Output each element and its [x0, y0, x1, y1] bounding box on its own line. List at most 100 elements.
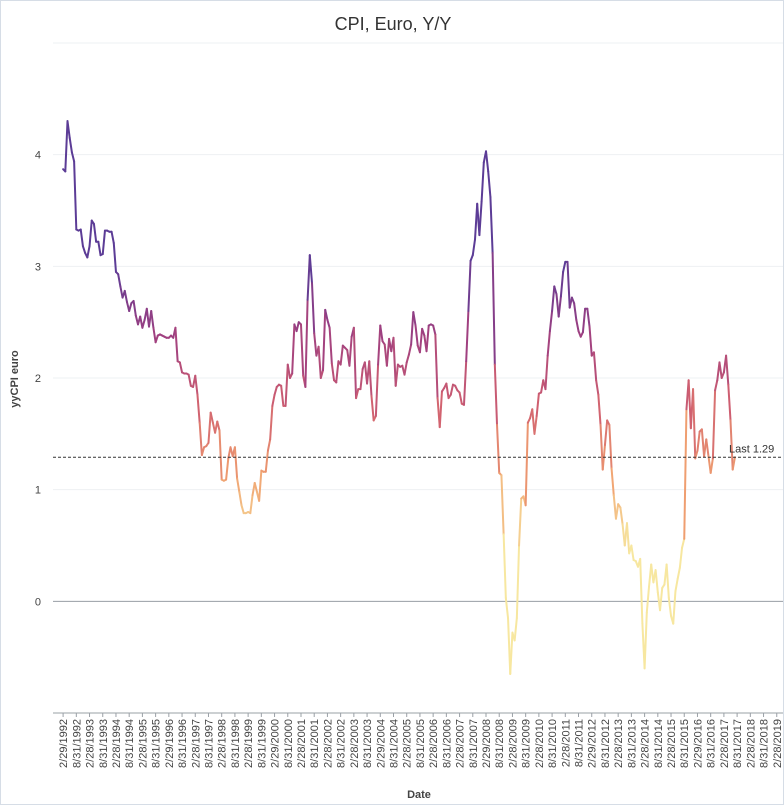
series-segment [216, 420, 221, 432]
series-segment [264, 449, 269, 473]
series-segment [654, 569, 659, 594]
x-tick-label: 2/29/2016 [692, 719, 704, 768]
series-segment [425, 324, 430, 353]
series-segment [370, 394, 375, 422]
series-segment [445, 382, 450, 400]
series-segment [469, 254, 474, 262]
series-segment [493, 363, 499, 426]
series-segment [705, 438, 710, 458]
x-tick-label: 8/31/2014 [653, 719, 665, 768]
series-segment [610, 467, 615, 497]
series-segment [678, 546, 684, 569]
x-tick-label: 8/31/2004 [388, 719, 400, 768]
series-segment [546, 330, 551, 357]
series-segment [559, 270, 565, 298]
x-tick-label: 8/31/1997 [203, 719, 215, 768]
series-segment [478, 200, 483, 237]
series-segment [471, 238, 476, 257]
series-segment [462, 360, 468, 406]
y-tick-labels: 0 1 2 3 4 [35, 150, 41, 609]
series-segment [284, 363, 289, 407]
series-segment [513, 617, 518, 642]
x-tick-label: 2/28/2014 [640, 719, 652, 768]
x-tick-label: 2/29/2000 [270, 719, 282, 768]
x-tick-label: 8/31/1995 [151, 719, 163, 768]
x-tick-label: 2/28/1993 [85, 719, 97, 768]
series-segment [709, 457, 714, 474]
x-tick-label: 2/28/1998 [217, 719, 229, 768]
x-tick-label: 2/28/1995 [137, 719, 149, 768]
last-value-label: Last 1.29 [729, 443, 774, 455]
series-segment [725, 354, 730, 386]
series-segment [280, 384, 285, 407]
series-segment [319, 369, 325, 379]
series-segment [249, 494, 254, 515]
x-tick-labels: 2/29/1992 8/31/1992 2/28/1993 8/31/1993 2/28… [58, 713, 784, 768]
series-segment [491, 251, 496, 366]
x-tick-label: 2/29/1996 [164, 719, 176, 768]
series-segment [266, 438, 272, 452]
series-segment [88, 219, 93, 248]
series-segment [496, 423, 501, 474]
series-segment [313, 332, 318, 357]
series-segment [518, 497, 523, 547]
series-segment [311, 282, 316, 335]
x-tick-label: 8/31/2010 [547, 719, 559, 768]
series-segment [608, 423, 613, 470]
x-tick-label: 8/31/2012 [600, 719, 612, 768]
series-segment [207, 411, 212, 444]
series-segment [599, 423, 604, 471]
series-segment [81, 245, 87, 254]
series-segment [335, 360, 340, 384]
x-tick-label: 2/28/2018 [745, 719, 757, 768]
x-axis-label: Date [407, 789, 431, 801]
series-segment [504, 596, 510, 620]
x-tick-label: 8/31/2001 [309, 719, 321, 768]
series-segment [200, 446, 206, 457]
x-tick-label: 2/28/2017 [719, 719, 731, 768]
x-tick-label: 8/31/2009 [521, 719, 533, 768]
x-tick-label: 2/28/1999 [243, 719, 255, 768]
x-tick-label: 2/28/2010 [534, 719, 546, 768]
y-tick-label: 0 [35, 596, 41, 608]
series-segment [509, 631, 514, 675]
series-segment [209, 411, 214, 424]
series-segment [110, 230, 115, 244]
series-segment [544, 354, 549, 391]
series-segment [132, 299, 137, 317]
series-segment [330, 362, 336, 382]
series-segment [271, 393, 276, 407]
x-tick-label: 8/31/2007 [468, 719, 480, 768]
series-segment [410, 311, 415, 346]
series-segment [421, 327, 426, 337]
series-segment [322, 308, 327, 372]
x-tick-label: 2/28/2011 [560, 719, 572, 767]
x-tick-label: 2/28/1997 [190, 719, 202, 768]
series-segment [64, 120, 69, 173]
series-segment [141, 318, 146, 329]
series-segment [73, 160, 78, 231]
series-segment [720, 371, 725, 379]
series-segment [535, 392, 540, 417]
series-segment [379, 324, 384, 343]
x-tick-label: 8/31/2015 [679, 719, 691, 768]
series-segment [665, 563, 670, 599]
x-tick-label: 2/28/2006 [428, 719, 440, 768]
x-tick-label: 8/31/2013 [626, 719, 638, 768]
series-segment [614, 503, 620, 520]
x-tick-label: 2/28/2013 [613, 719, 625, 768]
series-segment [97, 240, 102, 257]
series-segment [592, 351, 598, 382]
series-segment [557, 295, 562, 318]
series-segment [194, 374, 199, 396]
series-segment [174, 326, 179, 363]
series-segment [575, 318, 580, 333]
series-segment [299, 323, 305, 377]
series-segment [692, 388, 697, 460]
x-tick-label: 2/28/2005 [402, 719, 414, 768]
series-segment [352, 326, 358, 400]
x-tick-label: 2/28/2015 [666, 719, 678, 768]
x-tick-label: 8/31/2008 [494, 719, 506, 768]
series-segment [645, 585, 651, 614]
